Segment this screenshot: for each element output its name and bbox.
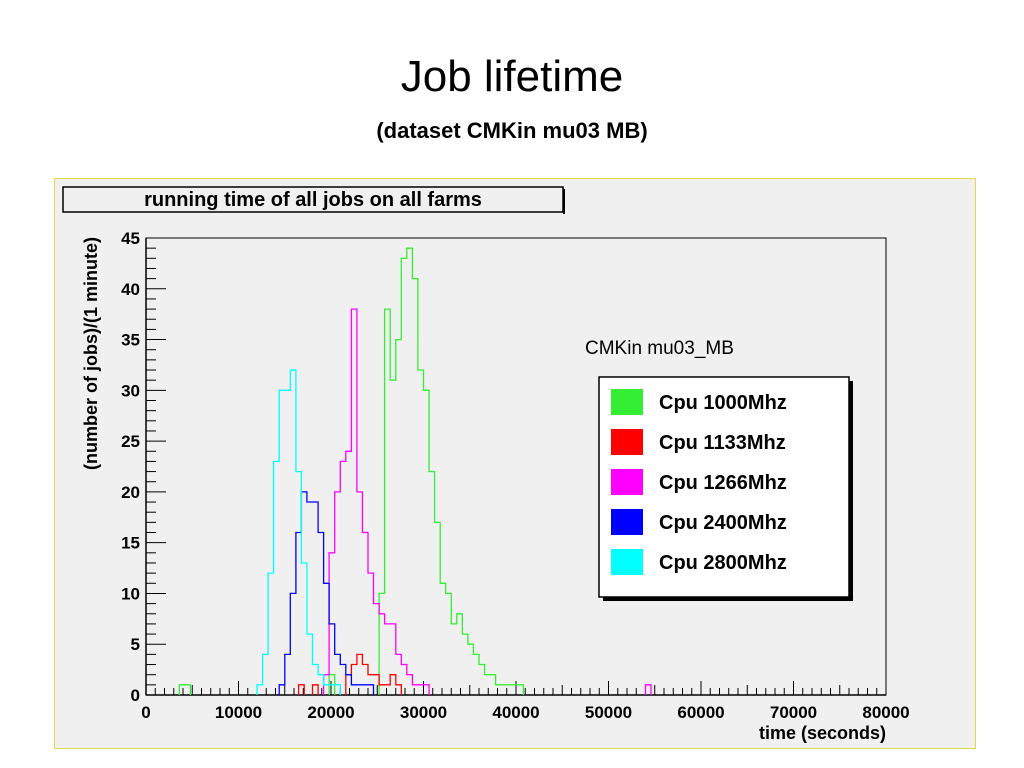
y-tick-label: 5 [131,635,140,654]
legend-label: Cpu 1000Mhz [659,392,787,414]
x-tick-label: 40000 [492,703,539,722]
series-line-cpu-2400mhz [278,491,375,695]
y-tick-label: 35 [121,331,140,350]
histogram-chart: running time of all jobs on all farms 0 1… [62,186,910,743]
y-tick-label: 45 [121,229,140,248]
slide-title: Job lifetime [400,52,624,101]
y-tick-label: 20 [121,483,140,502]
y-axis-title: (number of jobs)/(1 minute) [81,237,101,470]
series-line-cpu-1266mhz [322,308,652,695]
pad-title-box [62,186,564,213]
legend-swatch [611,469,643,495]
legend-label: Cpu 1266Mhz [659,472,787,494]
x-tick-label: 80000 [862,703,909,722]
legend-swatch [611,549,643,575]
y-tick-label: 30 [121,381,140,400]
x-tick-label: 30000 [400,703,447,722]
legend-swatch [611,429,643,455]
y-tick-label: 15 [121,534,140,553]
x-tick-label: 0 [141,703,150,722]
slide-subtitle: (dataset CMKin mu03 MB) [376,118,648,143]
x-tick-label: 50000 [585,703,632,722]
y-tick-label: 25 [121,432,140,451]
legend-swatch [611,509,643,535]
series-group [178,247,652,695]
legend-label: Cpu 2800Mhz [659,552,787,574]
legend-swatch [611,389,643,415]
chart-frame: running time of all jobs on all farms 0 1… [54,178,976,749]
x-tick-label: 70000 [770,703,817,722]
chart-title: running time of all jobs on all farms [144,189,482,211]
legend-label: Cpu 1133Mhz [659,432,786,454]
legend: Cpu 1000Mhz Cpu 1133Mhz Cpu 1266Mhz Cpu 240… [611,389,787,575]
y-tick-label: 0 [131,686,140,705]
legend-label: Cpu 2400Mhz [659,512,787,534]
x-tick-label: 60000 [677,703,724,722]
y-tick-label: 40 [121,280,140,299]
x-axis-title: time (seconds) [759,723,886,743]
x-tick-label: 20000 [307,703,354,722]
x-tick-label: 10000 [215,703,262,722]
series-line-cpu-2800mhz [256,369,341,695]
axis-ticks: 0 10000 20000 30000 40000 50000 60000 70000 8000… [121,229,910,722]
series-line-cpu-1133mhz [297,653,402,695]
dataset-annotation: CMKin mu03_MB [585,338,734,359]
y-tick-label: 10 [121,584,140,603]
